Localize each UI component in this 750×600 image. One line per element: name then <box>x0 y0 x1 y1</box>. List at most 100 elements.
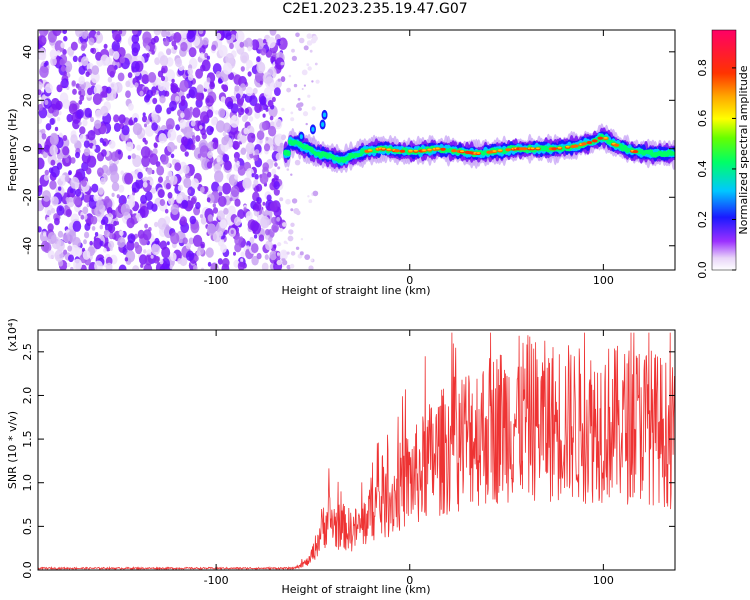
noise-speckle <box>293 83 298 88</box>
noise-speckle <box>65 66 71 73</box>
noise-speckle <box>108 163 118 176</box>
noise-speckle <box>202 37 209 46</box>
spectrogram-x-tick-label: 0 <box>406 274 413 287</box>
noise-speckle <box>41 133 47 140</box>
noise-speckle <box>119 230 124 237</box>
noise-speckle <box>186 93 191 99</box>
noise-speckle <box>99 224 104 230</box>
noise-speckle <box>95 199 104 210</box>
noise-speckle <box>282 250 287 256</box>
noise-speckle <box>134 82 139 88</box>
noise-speckle <box>261 121 269 131</box>
noise-speckle <box>170 204 180 215</box>
noise-speckle <box>273 244 277 249</box>
noise-speckle <box>167 170 173 178</box>
noise-speckle <box>218 108 226 118</box>
noise-speckle <box>98 187 104 195</box>
ridge-core <box>386 148 391 151</box>
noise-speckle <box>277 242 282 247</box>
noise-speckle <box>99 137 104 143</box>
noise-speckle <box>230 185 240 197</box>
noise-speckle <box>241 102 247 109</box>
noise-speckle <box>307 66 312 71</box>
noise-speckle <box>75 30 84 38</box>
noise-speckle <box>288 74 292 78</box>
noise-speckle <box>108 232 115 240</box>
noise-speckle <box>87 130 96 141</box>
noise-speckle <box>56 205 65 216</box>
noise-speckle <box>179 80 189 92</box>
noise-speckle <box>80 214 85 220</box>
noise-speckle <box>246 59 253 69</box>
spectrogram-panel: -100 0 100 -40 -20 0 20 40 Height of straight … <box>6 29 676 297</box>
noise-speckle <box>167 192 173 199</box>
noise-speckle <box>266 194 272 202</box>
noise-speckle <box>199 214 204 219</box>
noise-speckle <box>234 198 241 207</box>
noise-speckle <box>182 164 190 174</box>
noise-speckle <box>256 183 263 192</box>
noise-speckle <box>75 247 83 257</box>
noise-speckle <box>94 119 102 129</box>
noise-speckle <box>273 174 277 179</box>
noise-speckle <box>199 111 209 123</box>
noise-speckle <box>146 249 152 256</box>
noise-speckle <box>56 117 61 122</box>
noise-speckle <box>117 150 122 155</box>
noise-speckle <box>127 233 136 244</box>
noise-speckle <box>251 173 255 178</box>
noise-speckle <box>180 41 188 52</box>
noise-speckle <box>191 135 196 140</box>
noise-speckle <box>49 133 59 146</box>
noise-speckle <box>195 201 201 210</box>
noise-speckle <box>309 49 313 53</box>
noise-speckle <box>85 71 90 77</box>
noise-speckle <box>224 160 232 171</box>
noise-speckle <box>144 140 148 145</box>
ridge-core <box>367 149 372 152</box>
noise-speckle <box>159 55 169 67</box>
noise-speckle <box>199 125 203 130</box>
noise-speckle <box>58 132 63 138</box>
noise-speckle <box>108 140 116 149</box>
noise-speckle <box>38 131 42 139</box>
noise-speckle <box>234 141 241 149</box>
ridge-blob <box>299 134 303 140</box>
noise-speckle <box>244 107 250 114</box>
snr-y-ticks: 0.0 0.5 1.0 1.5 2.0 2.5 <box>21 343 675 579</box>
noise-speckle <box>44 99 49 105</box>
noise-speckle <box>154 237 160 245</box>
noise-speckle <box>187 73 194 81</box>
noise-speckle <box>111 181 120 192</box>
noise-speckle <box>137 229 145 239</box>
colorbar-tick-label: 0.4 <box>696 160 709 178</box>
noise-speckle <box>251 222 262 235</box>
noise-speckle <box>188 47 197 58</box>
noise-speckle <box>188 86 198 99</box>
noise-speckle <box>63 233 71 243</box>
ridge-blob <box>311 126 315 132</box>
noise-speckle <box>70 41 78 51</box>
noise-speckle <box>159 259 164 265</box>
noise-speckle <box>72 220 82 232</box>
noise-speckle <box>222 257 230 268</box>
noise-speckle <box>88 113 92 118</box>
noise-speckle <box>268 236 273 243</box>
noise-speckle <box>151 50 155 55</box>
noise-speckle <box>83 239 87 245</box>
noise-speckle <box>133 117 138 123</box>
noise-speckle <box>260 47 267 56</box>
noise-speckle <box>75 151 80 159</box>
noise-speckle <box>38 81 43 91</box>
noise-speckle <box>176 194 183 204</box>
noise-speckle <box>260 215 270 229</box>
noise-speckle <box>220 96 226 103</box>
noise-speckle <box>84 222 91 231</box>
noise-speckle <box>146 167 153 175</box>
noise-speckle <box>131 47 139 57</box>
colorbar-tick-label: 0.0 <box>696 261 709 279</box>
noise-speckle <box>269 201 278 212</box>
noise-speckle <box>157 217 167 230</box>
noise-speckle <box>293 208 300 214</box>
noise-speckle <box>91 183 99 193</box>
